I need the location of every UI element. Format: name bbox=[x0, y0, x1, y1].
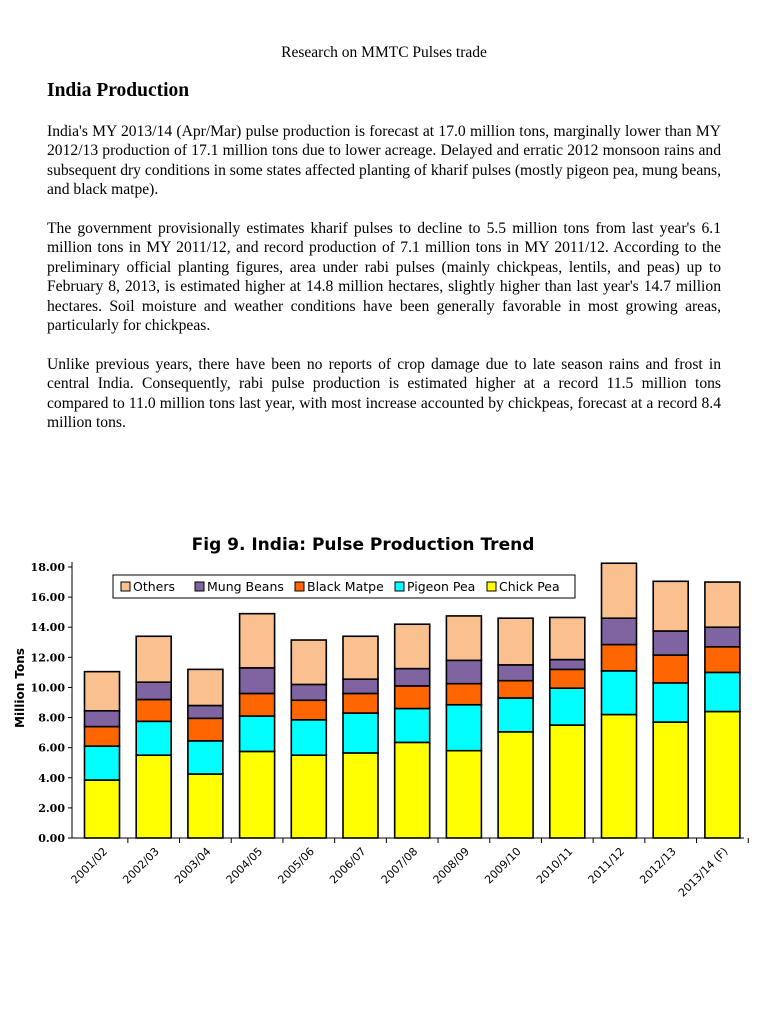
bar-segment-chick-pea bbox=[652, 721, 690, 839]
bar-segment-mung-beans bbox=[548, 658, 586, 671]
bar-segment-others bbox=[187, 668, 224, 707]
bar-segment-black-matpe bbox=[393, 685, 431, 710]
bar-segment-mung-beans bbox=[393, 667, 431, 687]
legend-swatch bbox=[120, 581, 131, 592]
bar-segment-pigeon-pea bbox=[83, 745, 121, 781]
bar-segment-pigeon-pea bbox=[704, 671, 741, 713]
bar-segment-black-matpe bbox=[135, 698, 172, 723]
y-tick-label: 6.00 bbox=[38, 742, 65, 755]
bar-segment-pigeon-pea bbox=[342, 712, 379, 754]
section-heading: India Production bbox=[47, 80, 190, 101]
legend bbox=[112, 574, 576, 599]
paragraph: The government provisionally estimates k… bbox=[47, 220, 721, 335]
bar-segment-pigeon-pea bbox=[445, 703, 483, 752]
bar-segment-black-matpe bbox=[187, 717, 224, 742]
bar-segment-chick-pea bbox=[497, 731, 534, 839]
bar-segment-mung-beans bbox=[238, 667, 276, 695]
bar-segment-pigeon-pea bbox=[238, 715, 276, 753]
y-tick-label: 0.00 bbox=[38, 832, 65, 845]
bar-segment-black-matpe bbox=[548, 668, 586, 689]
bar-segment-pigeon-pea bbox=[290, 719, 328, 756]
bar-segment-chick-pea bbox=[83, 779, 121, 839]
bar-segment-mung-beans bbox=[342, 678, 379, 695]
bar-segment-chick-pea bbox=[342, 752, 379, 839]
bar-segment-chick-pea bbox=[393, 741, 431, 839]
bar-segment-chick-pea bbox=[704, 710, 741, 839]
bar-segment-mung-beans bbox=[497, 664, 534, 682]
y-tick-label: 18.00 bbox=[31, 561, 66, 574]
bar-segment-others bbox=[393, 623, 431, 670]
bar-segment-black-matpe bbox=[652, 654, 690, 684]
bar-segment-chick-pea bbox=[187, 773, 224, 839]
y-tick-label: 14.00 bbox=[31, 621, 66, 634]
bar-segment-others bbox=[600, 562, 638, 619]
bar-segment-others bbox=[497, 617, 534, 666]
bar-segment-others bbox=[342, 635, 379, 680]
bar-segment-mung-beans bbox=[187, 704, 224, 720]
bar-segment-others bbox=[238, 612, 276, 669]
legend-swatch bbox=[194, 581, 205, 592]
legend-swatch bbox=[394, 581, 405, 592]
legend-item: Chick Pea bbox=[499, 579, 560, 594]
bar-segment-black-matpe bbox=[342, 692, 379, 714]
paragraph: Unlike previous years, there have been n… bbox=[47, 356, 721, 432]
bar-segment-pigeon-pea bbox=[497, 697, 534, 733]
bar-segment-others bbox=[135, 635, 172, 683]
y-tick-label: 12.00 bbox=[31, 651, 66, 664]
bar-segment-mung-beans bbox=[600, 617, 638, 646]
bar-segment-mung-beans bbox=[135, 681, 172, 701]
bar-segment-others bbox=[290, 639, 328, 686]
bar-segment-others bbox=[548, 616, 586, 661]
pulse-production-chart: Fig 9. India: Pulse Production Trend Mil… bbox=[10, 530, 749, 942]
legend-item: Black Matpe bbox=[307, 579, 384, 594]
bar-segment-others bbox=[445, 615, 483, 662]
bar-segment-black-matpe bbox=[704, 645, 741, 674]
bar-segment-others bbox=[83, 670, 121, 712]
bar-segment-chick-pea bbox=[548, 724, 586, 839]
bar-segment-mung-beans bbox=[83, 709, 121, 728]
bar-segment-mung-beans bbox=[652, 630, 690, 656]
legend-item: Others bbox=[133, 579, 175, 594]
bar-segment-pigeon-pea bbox=[187, 740, 224, 775]
legend-item: Pigeon Pea bbox=[407, 579, 475, 594]
bar-segment-black-matpe bbox=[600, 643, 638, 672]
bar-segment-pigeon-pea bbox=[135, 720, 172, 756]
y-tick-label: 2.00 bbox=[38, 802, 65, 815]
y-tick-label: 4.00 bbox=[38, 772, 65, 785]
page-header: Research on MMTC Pulses trade bbox=[281, 44, 487, 61]
bar-segment-pigeon-pea bbox=[393, 707, 431, 744]
bar-segment-black-matpe bbox=[83, 725, 121, 747]
bar-segment-chick-pea bbox=[290, 754, 328, 839]
bar-segment-black-matpe bbox=[238, 692, 276, 717]
bar-segment-others bbox=[652, 580, 690, 632]
y-axis-label: Million Tons bbox=[13, 648, 27, 728]
bar-segment-chick-pea bbox=[135, 754, 172, 839]
bar-segment-pigeon-pea bbox=[652, 682, 690, 723]
bar-segment-pigeon-pea bbox=[600, 670, 638, 716]
bar-segment-black-matpe bbox=[497, 679, 534, 699]
legend-swatch bbox=[486, 581, 497, 592]
y-tick-label: 10.00 bbox=[31, 681, 66, 694]
bar-segment-pigeon-pea bbox=[548, 687, 586, 726]
chart-title: Fig 9. India: Pulse Production Trend bbox=[192, 535, 535, 555]
y-tick-label: 16.00 bbox=[31, 591, 66, 604]
bar-segment-mung-beans bbox=[290, 683, 328, 702]
bar-segment-mung-beans bbox=[704, 626, 741, 648]
bar-segment-others bbox=[704, 581, 741, 629]
bar-segment-chick-pea bbox=[238, 750, 276, 839]
legend-item: Mung Beans bbox=[207, 579, 284, 594]
bar-segment-chick-pea bbox=[600, 713, 638, 839]
bar-segment-chick-pea bbox=[445, 749, 483, 839]
bar-segment-black-matpe bbox=[445, 682, 483, 706]
bar-segment-black-matpe bbox=[290, 699, 328, 721]
paragraph: India's MY 2013/14 (Apr/Mar) pulse produ… bbox=[47, 123, 722, 199]
bar-segment-mung-beans bbox=[445, 659, 483, 685]
legend-swatch bbox=[294, 581, 305, 592]
y-tick-label: 8.00 bbox=[38, 712, 65, 725]
